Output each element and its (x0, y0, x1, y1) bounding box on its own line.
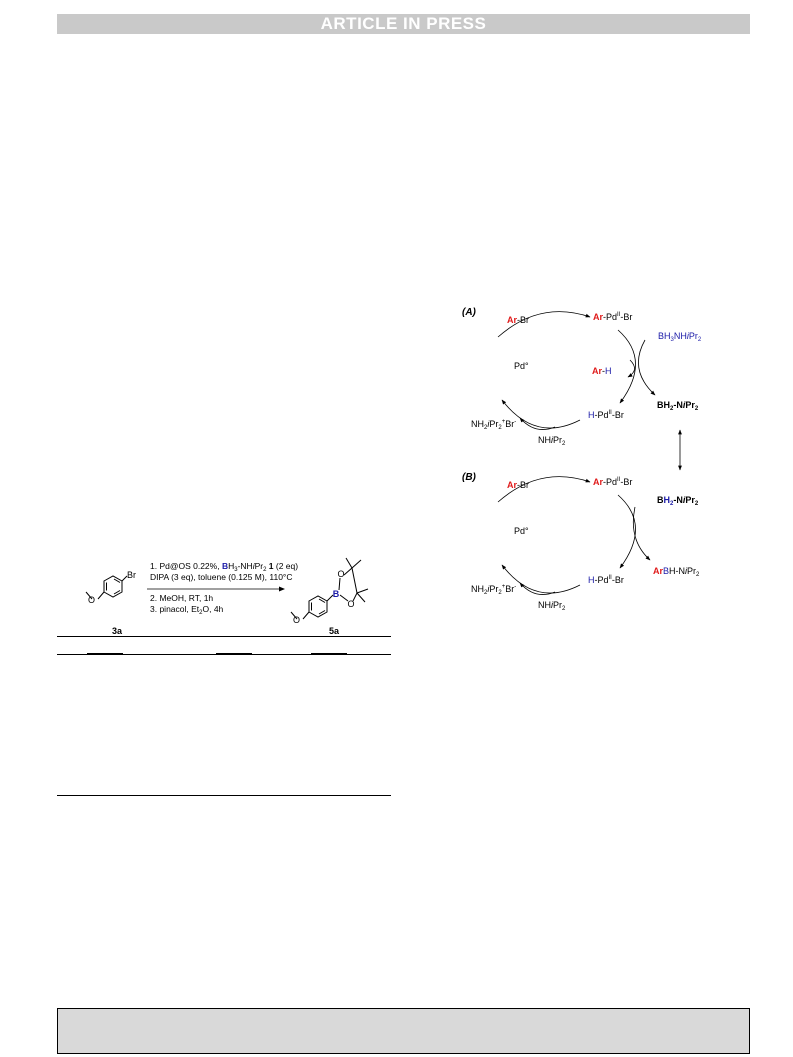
condition-step-1-line-2: DIPA (3 eq), toluene (0.125 M), 110°C (150, 572, 292, 582)
b-reductive-elimination-arrow (501, 564, 581, 594)
table-top-rule (57, 636, 391, 637)
oxidative-addition-arrow (497, 311, 591, 338)
table-bottom-rule (57, 795, 391, 796)
reaction-scheme: Br O 3a 1. Pd@OS 0.22%, BH3-NHiPr2 1 (2 … (85, 557, 369, 636)
borane-entry-arrow (638, 339, 656, 396)
substrate-structure (85, 575, 128, 600)
a-arene-product: Ar-H (592, 366, 612, 376)
reaction-arrow (147, 586, 285, 592)
a-aminoborane: BH2-NiPr2 (657, 400, 699, 412)
a-ammonium-salt: NH2iPr2+Br- (471, 419, 516, 431)
article-in-press-banner: ARTICLE IN PRESS (57, 14, 750, 34)
product-compound-label: 5a (329, 626, 340, 636)
a-pd0: Pd° (514, 361, 529, 371)
b-aryl-aminoborane-product: ArBH-NiPr2 (653, 566, 700, 578)
b-borane-entry-arrow (632, 506, 651, 561)
b-salt-release-arrow (519, 582, 556, 595)
b-amine-base: NHiPr2 (538, 600, 566, 612)
b-transmetalation-arrow (617, 494, 636, 569)
b-aminoborane-reagent: BH2-NiPr2 (657, 495, 699, 507)
substrate-o-label: O (88, 595, 95, 605)
product-methoxy-o-label: O (293, 615, 300, 625)
condition-step-2: 2. MeOH, RT, 1h (150, 593, 213, 603)
a-amine-base: NHiPr2 (538, 435, 566, 447)
b-ammonium-salt: NH2iPr2+Br- (471, 584, 516, 596)
mechanism-scheme: (A) Ar-Br Ar-PdII-Br BH3NHiPr2 Ar-H Pd° … (462, 307, 702, 612)
table-header-mark-3 (311, 653, 347, 655)
condition-step-1: 1. Pd@OS 0.22%, BH3-NHiPr2 1 (2 eq) (150, 561, 298, 573)
b-pd0: Pd° (514, 526, 529, 536)
table-header-mark-1 (87, 653, 123, 655)
salt-release-arrow (519, 417, 556, 430)
product-o-label-top: O (337, 569, 344, 579)
product-structure (290, 557, 369, 620)
table-header-mark-2 (216, 653, 252, 655)
reductive-elimination-arrow (501, 399, 581, 429)
product-boron-label: B (333, 589, 340, 599)
a-aryl-pd-bromide: Ar-PdII-Br (593, 312, 632, 322)
a-borane-amine-reagent: BH3NHiPr2 (658, 331, 702, 343)
arh-release-arrow (627, 359, 635, 378)
b-aryl-bromide: Ar-Br (507, 480, 529, 490)
product-o-label-bottom: O (347, 599, 354, 609)
catalytic-cycle-a: (A) Ar-Br Ar-PdII-Br BH3NHiPr2 Ar-H Pd° … (462, 307, 702, 447)
panel-b-label: (B) (462, 472, 477, 483)
transmetalation-arrow (617, 329, 636, 404)
panel-a-label: (A) (462, 307, 477, 318)
substrate-compound-label: 3a (112, 626, 123, 636)
a-hydrido-pd-bromide: H-PdII-Br (588, 410, 624, 420)
footer-citation-box (57, 1008, 750, 1054)
catalytic-cycle-b: (B) Ar-Br Ar-PdII-Br BH2-NiPr2 Pd° ArBH-… (462, 472, 700, 612)
a-aryl-bromide: Ar-Br (507, 315, 529, 325)
b-oxidative-addition-arrow (497, 476, 591, 503)
substrate-br-label: Br (127, 570, 136, 580)
condition-step-3: 3. pinacol, Et2O, 4h (150, 604, 224, 616)
b-hydrido-pd-bromide: H-PdII-Br (588, 575, 624, 585)
b-aryl-pd-bromide: Ar-PdII-Br (593, 477, 632, 487)
